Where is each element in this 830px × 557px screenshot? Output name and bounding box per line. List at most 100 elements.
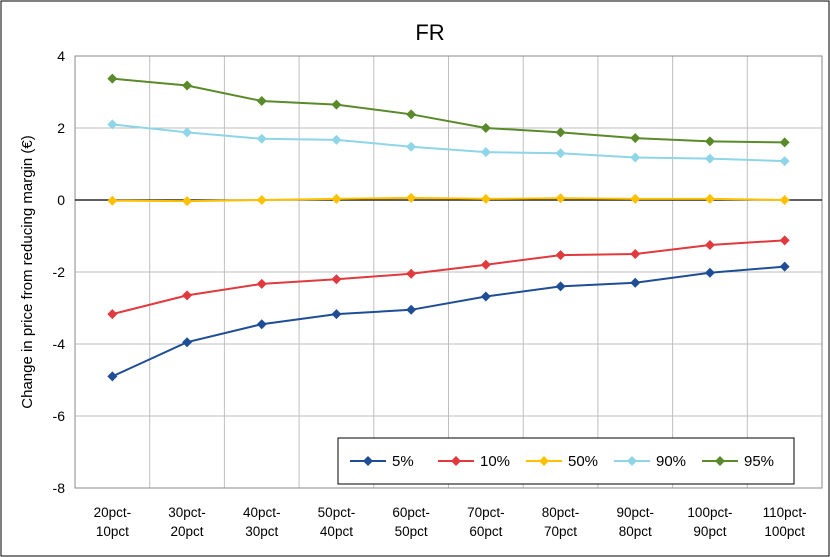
x-tick-label: 40pct-	[243, 505, 281, 520]
legend-label: 10%	[480, 453, 510, 470]
data-point	[480, 291, 491, 302]
data-point	[331, 134, 342, 145]
y-tick-label: 0	[57, 192, 65, 208]
x-tick-label: 30pct-	[168, 505, 206, 520]
legend-item: 95%	[702, 453, 774, 470]
plot-area	[74, 55, 823, 489]
y-tick-label: -2	[53, 264, 66, 280]
data-point	[256, 96, 267, 106]
legend-item: 90%	[614, 453, 686, 470]
series-line	[112, 77, 785, 144]
x-tick-label: 20pct	[171, 524, 204, 539]
x-tick-label: 100pct	[764, 524, 805, 539]
x-tick-label: 80pct-	[542, 505, 580, 520]
y-axis-label: Change in price from reducing margin (€)	[19, 135, 36, 408]
data-point	[555, 193, 566, 204]
series-90pct	[107, 119, 790, 167]
legend-item: 10%	[438, 453, 510, 470]
data-point	[331, 309, 342, 320]
data-point	[331, 193, 342, 204]
data-point	[630, 193, 641, 204]
legend-label: 50%	[568, 453, 598, 470]
x-tick-label: 60pct	[469, 524, 502, 539]
data-point	[779, 261, 790, 272]
data-point	[779, 235, 790, 246]
data-point	[704, 267, 715, 278]
series-line	[112, 196, 785, 203]
legend-item: 5%	[350, 453, 414, 470]
data-point	[331, 99, 342, 110]
legend-swatch-marker	[627, 456, 637, 466]
data-point	[480, 259, 491, 270]
x-tick-label: 90pct-	[616, 505, 654, 520]
x-tick-label: 70pct	[544, 524, 577, 539]
y-tick-label: -6	[53, 408, 66, 424]
x-tick-label: 40pct	[320, 524, 353, 539]
y-tick-label: 2	[57, 120, 65, 136]
data-point	[704, 240, 715, 250]
y-tick-label: 4	[57, 48, 65, 64]
data-point	[406, 192, 417, 203]
data-point	[555, 148, 566, 159]
series-10pct	[107, 235, 790, 320]
x-tick-label: 30pct	[245, 524, 278, 539]
x-tick-label: 20pct-	[94, 505, 132, 520]
data-point	[630, 277, 641, 288]
x-tick-label: 110pct-	[763, 505, 807, 520]
data-point	[630, 133, 641, 144]
x-tick-label: 70pct-	[467, 505, 505, 520]
data-point	[480, 123, 491, 133]
data-point	[256, 319, 267, 330]
x-tick-label: 100pct-	[687, 505, 732, 520]
data-point	[630, 152, 641, 163]
data-point	[779, 156, 790, 167]
data-point	[256, 195, 267, 205]
data-point	[406, 141, 417, 152]
data-point	[107, 119, 118, 130]
chart-title: FR	[415, 20, 444, 45]
legend-swatch-marker	[715, 456, 725, 466]
x-tick-label: 50pct-	[318, 505, 356, 520]
data-point	[107, 309, 118, 320]
series-95pct	[107, 73, 790, 148]
data-point	[555, 281, 566, 292]
data-point	[704, 153, 715, 164]
data-point	[182, 337, 193, 348]
data-point	[256, 278, 267, 289]
data-point	[480, 147, 491, 158]
data-point	[107, 371, 118, 382]
data-point	[406, 304, 417, 315]
data-point	[406, 109, 417, 120]
legend: 5% 10% 50% 90% 95%	[337, 437, 795, 485]
data-point	[256, 133, 267, 144]
data-point	[555, 127, 566, 138]
x-tick-label: 50pct	[395, 524, 428, 539]
legend-swatch-marker	[539, 456, 549, 466]
data-point	[704, 136, 715, 147]
data-point	[779, 195, 790, 205]
data-point	[107, 195, 118, 206]
legend-item: 50%	[526, 453, 598, 470]
y-tick-label: -8	[53, 480, 66, 496]
data-point	[406, 268, 417, 279]
y-tick-label: -4	[53, 336, 66, 352]
data-point	[331, 274, 342, 285]
data-point	[630, 249, 641, 259]
data-point	[107, 73, 118, 84]
data-point	[704, 193, 715, 204]
legend-label: 5%	[392, 453, 414, 470]
series-lines	[107, 73, 790, 382]
x-tick-label: 60pct-	[392, 505, 430, 520]
legend-label: 95%	[744, 453, 774, 470]
data-point	[480, 193, 491, 204]
x-tick-label: 80pct	[619, 524, 652, 539]
x-tick-label: 10pct	[96, 524, 129, 539]
series-line	[112, 123, 785, 163]
data-point	[182, 80, 193, 91]
legend-swatch-marker	[451, 456, 461, 466]
data-point	[182, 196, 193, 207]
data-point	[182, 127, 193, 138]
data-point	[555, 250, 566, 261]
series-line	[112, 239, 785, 316]
